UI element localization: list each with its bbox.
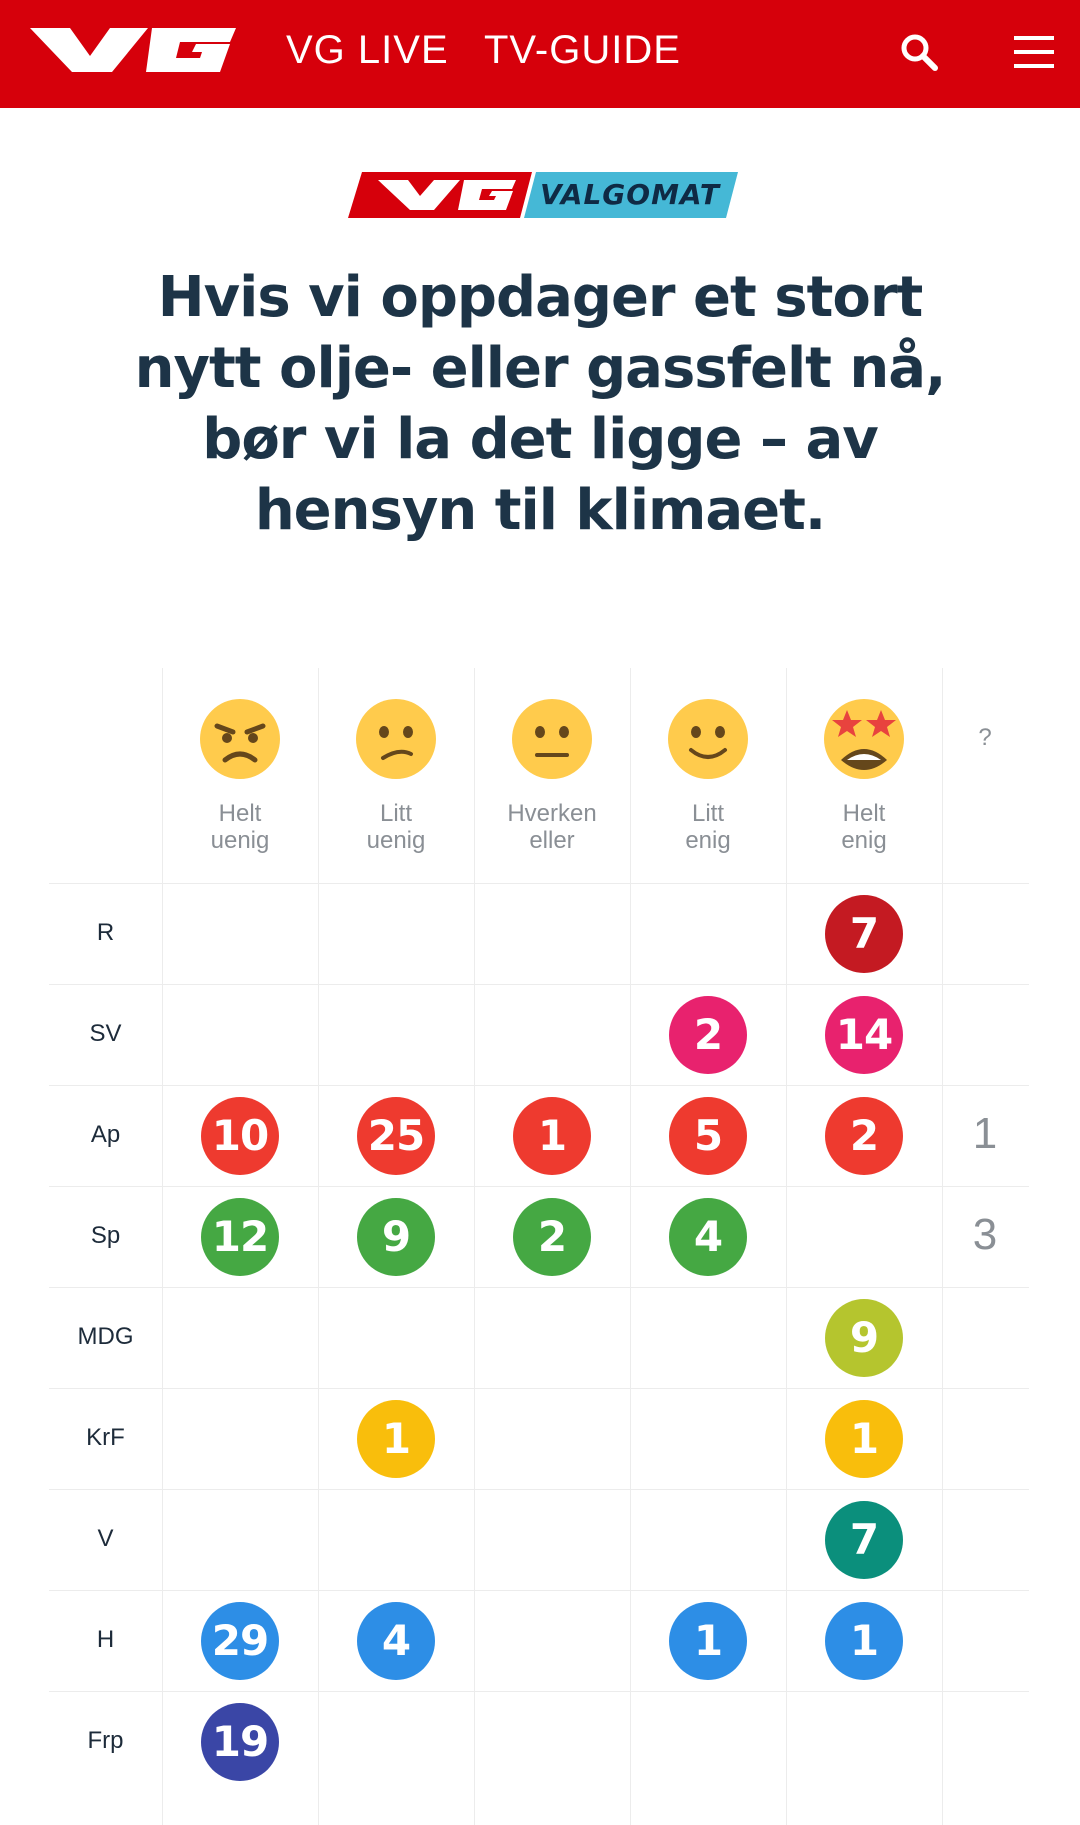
count-bubble[interactable]: 5 — [669, 1096, 747, 1175]
count-bubble[interactable]: 2 — [513, 1197, 591, 1276]
column-label-line2: uenig — [366, 827, 426, 854]
count-bubble[interactable]: 1 — [825, 1601, 903, 1680]
grid-row-divider — [49, 1590, 1029, 1591]
top-navigation-bar: VG LIVE TV-GUIDE — [0, 0, 1080, 108]
hamburger-menu-icon[interactable] — [1010, 28, 1058, 76]
grid-row-divider — [49, 1186, 1029, 1187]
count-bubble[interactable]: 10 — [201, 1096, 279, 1175]
column-label-line2: enig — [685, 827, 731, 854]
count-bubble[interactable]: 7 — [825, 894, 903, 973]
column-header-hverken-eller[interactable]: Hverken eller — [474, 668, 630, 883]
party-label: R — [96, 919, 115, 946]
grid-column-divider — [630, 668, 631, 1825]
party-label: KrF — [86, 1424, 125, 1451]
party-label: MDG — [77, 1323, 134, 1350]
neutral-face-icon — [512, 699, 592, 779]
column-label-line1: Hverken — [507, 800, 597, 827]
count-bubble[interactable]: 1 — [669, 1601, 747, 1680]
column-header-unknown[interactable]: ? — [942, 668, 1028, 883]
party-label: Frp — [87, 1727, 124, 1754]
grid-row-divider — [49, 883, 1029, 884]
star-struck-face-icon — [823, 698, 904, 779]
grid-row-divider — [49, 1287, 1029, 1288]
count-bubble[interactable]: 29 — [201, 1601, 279, 1680]
party-label: H — [96, 1626, 115, 1653]
party-label: SV — [89, 1020, 122, 1047]
unknown-count: 1 — [972, 1109, 998, 1158]
count-bubble[interactable]: 19 — [201, 1702, 279, 1781]
count-bubble[interactable]: 9 — [357, 1197, 435, 1276]
count-bubble[interactable]: 2 — [825, 1096, 903, 1175]
grid-column-divider — [786, 668, 787, 1825]
column-header-helt-enig[interactable]: Helt enig — [786, 668, 942, 883]
grid-row-divider — [49, 984, 1029, 985]
count-bubble[interactable]: 7 — [825, 1500, 903, 1579]
vg-logo[interactable] — [30, 26, 242, 74]
unknown-count: 3 — [972, 1210, 998, 1259]
count-bubble[interactable]: 14 — [825, 995, 903, 1074]
vg-valgomat-badge — [348, 172, 738, 218]
column-label-line1: Helt — [218, 800, 262, 827]
valgomat-label: VALGOMAT — [540, 178, 721, 211]
grid-row-divider — [49, 1691, 1029, 1692]
search-icon[interactable] — [895, 28, 943, 76]
count-bubble[interactable]: 25 — [357, 1096, 435, 1175]
column-label-line2: enig — [841, 827, 887, 854]
count-bubble[interactable]: 1 — [513, 1096, 591, 1175]
count-bubble[interactable]: 1 — [825, 1399, 903, 1478]
angry-face-icon — [200, 699, 280, 779]
party-label: Sp — [90, 1222, 121, 1249]
party-label: Ap — [90, 1121, 121, 1148]
column-label-line1: Litt — [379, 800, 412, 827]
grid-column-divider — [474, 668, 475, 1825]
nav-tv-guide-link[interactable]: TV-GUIDE — [484, 28, 681, 72]
count-bubble[interactable]: 4 — [357, 1601, 435, 1680]
grid-column-divider — [318, 668, 319, 1825]
column-header-helt-uenig[interactable]: Helt uenig — [162, 668, 318, 883]
slight-smile-face-icon — [668, 699, 748, 779]
grid-row-divider — [49, 1489, 1029, 1490]
count-bubble[interactable]: 4 — [669, 1197, 747, 1276]
count-bubble[interactable]: 1 — [357, 1399, 435, 1478]
grid-row-divider — [49, 1388, 1029, 1389]
unknown-label: ? — [978, 724, 992, 751]
party-label: V — [97, 1525, 114, 1552]
column-header-litt-enig[interactable]: Litt enig — [630, 668, 786, 883]
column-header-litt-uenig[interactable]: Litt uenig — [318, 668, 474, 883]
count-bubble[interactable]: 12 — [201, 1197, 279, 1276]
count-bubble[interactable]: 9 — [825, 1298, 903, 1377]
grid-column-divider — [162, 668, 163, 1825]
confused-face-icon — [356, 699, 436, 779]
column-label-line2: uenig — [210, 827, 270, 854]
results-grid: Helt uenig Litt uenig Hverken eller — [49, 668, 1029, 1825]
grid-row-divider — [49, 1085, 1029, 1086]
nav-vg-live-link[interactable]: VG LIVE — [286, 28, 449, 72]
column-label-line2: eller — [529, 827, 575, 854]
count-bubble[interactable]: 2 — [669, 995, 747, 1074]
grid-column-divider — [942, 668, 943, 1825]
column-label-line1: Litt — [691, 800, 724, 827]
column-label-line1: Helt — [842, 800, 886, 827]
question-heading: Hvis vi oppdager et stort nytt olje- ell… — [134, 265, 947, 543]
